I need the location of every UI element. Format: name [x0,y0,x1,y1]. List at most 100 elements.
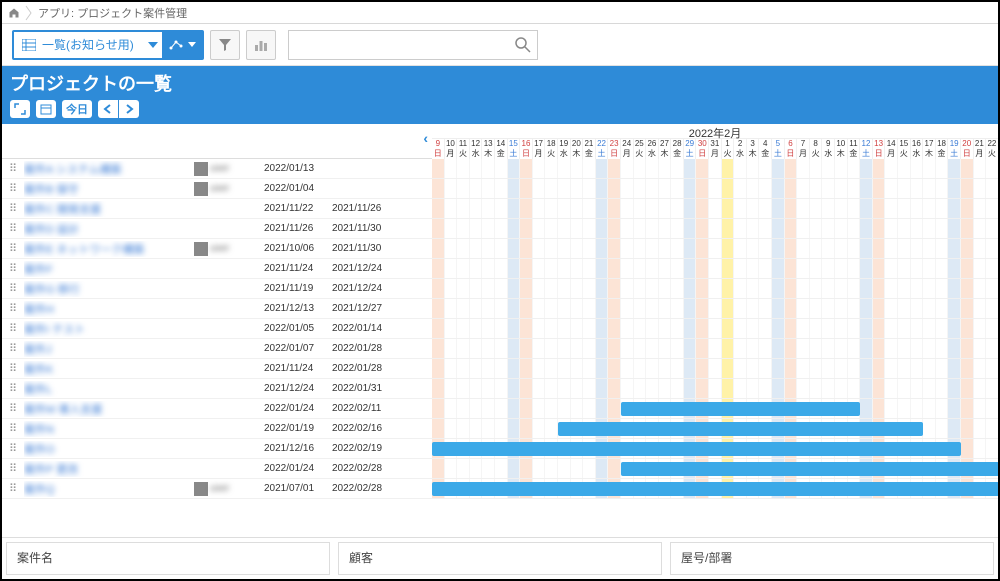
gantt-header: プロジェクトの一覧 今日 [2,66,998,124]
table-row[interactable]: ⠿案件G 移行2021/11/192021/12/24 [2,279,432,299]
day-header-cell: 14金 [495,139,508,159]
start-date: 2021/10/06 [264,243,332,254]
timeline-row [432,239,998,259]
day-header-cell: 4金 [759,139,772,159]
day-header-cell: 2水 [734,139,747,159]
table-row[interactable]: ⠿案件K2021/11/242022/01/28 [2,359,432,379]
table-row[interactable]: ⠿案件D 設計2021/11/262021/11/30 [2,219,432,239]
view-dropdown-icon[interactable] [144,42,162,48]
day-header-cell: 23日 [608,139,621,159]
gantt-bar[interactable] [621,462,998,476]
start-date: 2022/01/24 [264,403,332,414]
project-name: 案件G 移行 [24,281,194,297]
table-row[interactable]: ⠿案件B 保守user2022/01/04 [2,179,432,199]
chart-button[interactable] [246,30,276,60]
drag-handle-icon[interactable]: ⠿ [2,242,24,255]
day-header-cell: 19水 [558,139,571,159]
home-icon[interactable] [8,7,20,19]
start-date: 2021/12/16 [264,443,332,454]
toolbar: 一覧(お知らせ用) [2,24,998,66]
breadcrumb: アプリ: プロジェクト案件管理 [2,2,998,24]
drag-handle-icon[interactable]: ⠿ [2,162,24,175]
table-row[interactable]: ⠿案件E ネットワーク構築user2021/10/062021/11/30 [2,239,432,259]
project-name: 案件J [24,341,194,357]
drag-handle-icon[interactable]: ⠿ [2,182,24,195]
project-name: 案件L [24,381,194,397]
drag-handle-icon[interactable]: ⠿ [2,382,24,395]
project-name: 案件A システム構築 [24,161,194,177]
table-row[interactable]: ⠿案件M 導入支援2022/01/242022/02/11 [2,399,432,419]
timeline-row [432,159,998,179]
search-input[interactable] [295,38,515,52]
day-header-cell: 15土 [508,139,521,159]
filter-button[interactable] [210,30,240,60]
drag-handle-icon[interactable]: ⠿ [2,402,24,415]
next-button[interactable] [119,100,139,118]
table-row[interactable]: ⠿案件P 更改2022/01/242022/02/28 [2,459,432,479]
day-header-cell: 7月 [797,139,810,159]
end-date: 2022/02/19 [332,443,400,454]
timeline-row [432,379,998,399]
gantt-bar[interactable] [558,422,923,436]
graph-mode-button[interactable] [162,32,202,58]
table-row[interactable]: ⠿案件A システム構築user2022/01/13 [2,159,432,179]
calendar-button[interactable] [36,100,56,118]
drag-handle-icon[interactable]: ⠿ [2,362,24,375]
table-row[interactable]: ⠿案件J 2022/01/072022/01/28 [2,339,432,359]
avatar-icon [194,482,208,496]
drag-handle-icon[interactable]: ⠿ [2,302,24,315]
timeline-row [432,359,998,379]
drag-handle-icon[interactable]: ⠿ [2,282,24,295]
gantt-bar[interactable] [621,402,860,416]
breadcrumb-app[interactable]: アプリ: プロジェクト案件管理 [38,5,187,21]
table-row[interactable]: ⠿案件C 開発支援2021/11/222021/11/26 [2,199,432,219]
start-date: 2022/01/07 [264,343,332,354]
day-header-cell: 11金 [848,139,861,159]
end-date: 2022/01/28 [332,343,400,354]
day-header-cell: 12土 [860,139,873,159]
drag-handle-icon[interactable]: ⠿ [2,342,24,355]
start-date: 2022/01/05 [264,323,332,334]
drag-handle-icon[interactable]: ⠿ [2,442,24,455]
prev-button[interactable] [98,100,118,118]
table-row[interactable]: ⠿案件F2021/11/242021/12/24 [2,259,432,279]
table-row[interactable]: ⠿案件I テスト2022/01/052022/01/14 [2,319,432,339]
today-button[interactable]: 今日 [62,100,92,118]
end-date: 2021/12/27 [332,303,400,314]
fullscreen-button[interactable] [10,100,30,118]
gantt-bar[interactable] [432,482,998,496]
day-header-cell: 13木 [482,139,495,159]
gantt-bar[interactable] [432,442,961,456]
drag-handle-icon[interactable]: ⠿ [2,202,24,215]
drag-handle-icon[interactable]: ⠿ [2,422,24,435]
filter-customer[interactable]: 顧客 [338,542,662,575]
funnel-icon [218,38,232,52]
start-date: 2021/11/24 [264,363,332,374]
search-box[interactable] [288,30,538,60]
project-name: 案件F [24,261,194,277]
drag-handle-icon[interactable]: ⠿ [2,222,24,235]
day-header-cell: 5土 [772,139,785,159]
timeline-row [432,179,998,199]
day-header-cell: 26水 [646,139,659,159]
view-selector[interactable]: 一覧(お知らせ用) [12,30,204,60]
filter-dept[interactable]: 屋号/部署 [670,542,994,575]
start-date: 2022/01/24 [264,463,332,474]
drag-handle-icon[interactable]: ⠿ [2,322,24,335]
avatar-icon [194,162,208,176]
day-header-cell: 27木 [659,139,672,159]
table-row[interactable]: ⠿案件H2021/12/132021/12/27 [2,299,432,319]
drag-handle-icon[interactable]: ⠿ [2,262,24,275]
table-row[interactable]: ⠿案件O2021/12/162022/02/19 [2,439,432,459]
end-date: 2022/02/16 [332,423,400,434]
filter-name[interactable]: 案件名 [6,542,330,575]
table-row[interactable]: ⠿案件Quser2021/07/012022/02/28 [2,479,432,499]
drag-handle-icon[interactable]: ⠿ [2,482,24,495]
search-icon[interactable] [515,37,531,53]
day-header-cell: 12水 [470,139,483,159]
table-row[interactable]: ⠿案件L2021/12/242022/01/31 [2,379,432,399]
table-row[interactable]: ⠿案件N2022/01/192022/02/16 [2,419,432,439]
drag-handle-icon[interactable]: ⠿ [2,462,24,475]
collapse-left-icon[interactable]: ‹ [423,130,428,146]
project-name: 案件C 開発支援 [24,201,194,217]
